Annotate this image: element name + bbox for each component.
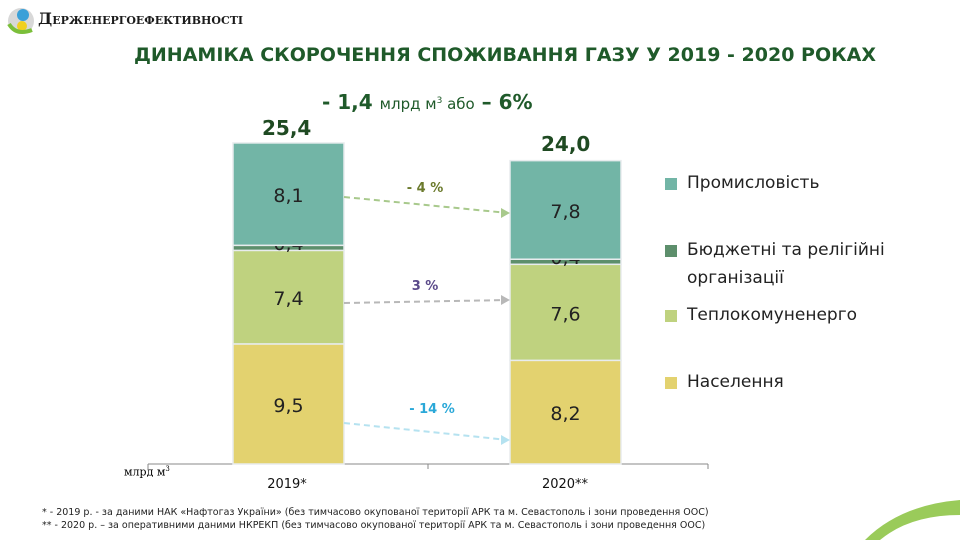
legend-item-budget: Бюджетні та релігійні організації bbox=[665, 236, 905, 292]
legend-swatch bbox=[665, 245, 677, 257]
change-arrow bbox=[343, 299, 509, 304]
y-axis-unit: млрд м3 bbox=[124, 465, 170, 479]
x-tick-label: 2019* bbox=[267, 477, 307, 492]
footnote-2: ** - 2020 р. – за оперативними даними НК… bbox=[42, 520, 706, 531]
change-label: 3 % bbox=[412, 279, 439, 294]
bar-segment bbox=[509, 359, 622, 465]
legend-item-population: Населення bbox=[665, 372, 784, 392]
summary-percent: – 6% bbox=[481, 90, 533, 114]
change-arrow bbox=[343, 422, 509, 441]
legend-item-heat: Теплокомуненерго bbox=[665, 305, 857, 325]
legend-swatch bbox=[665, 178, 677, 190]
total-2019: 25,4 bbox=[262, 116, 312, 140]
footnote-1: * - 2019 р. - за даними НАК «Нафтогаз Ук… bbox=[42, 507, 709, 518]
change-label: - 14 % bbox=[409, 402, 455, 417]
arrow-head-icon bbox=[501, 435, 510, 445]
data-label: 8,2 bbox=[550, 403, 580, 425]
data-label: 8,1 bbox=[273, 185, 303, 207]
data-label: 9,5 bbox=[273, 395, 303, 417]
x-tick-label: 2020** bbox=[542, 477, 589, 492]
wave-decoration-icon bbox=[865, 500, 960, 540]
arrow-head-icon bbox=[501, 295, 510, 305]
total-2020: 24,0 bbox=[541, 132, 591, 156]
bar-segment bbox=[509, 159, 622, 260]
legend-item-industry: Промисловість bbox=[665, 173, 819, 193]
legend-swatch bbox=[665, 310, 677, 322]
bar-segment bbox=[232, 142, 345, 247]
summary: - 1,4 млрд м3 або – 6% bbox=[322, 90, 533, 114]
org-name: Держенергоефективності bbox=[38, 9, 244, 28]
bar-segment bbox=[509, 263, 622, 362]
legend-swatch bbox=[665, 377, 677, 389]
bar-segment bbox=[232, 343, 345, 465]
data-label: 7,6 bbox=[550, 303, 580, 325]
change-label: - 4 % bbox=[407, 181, 444, 196]
page-title: ДИНАМІКА СКОРОЧЕННЯ СПОЖИВАННЯ ГАЗУ У 20… bbox=[133, 44, 877, 66]
data-label: 7,4 bbox=[273, 288, 303, 310]
logo-icon bbox=[7, 8, 34, 34]
data-label: 7,8 bbox=[550, 201, 580, 223]
bar-segment bbox=[232, 249, 345, 345]
arrow-head-icon bbox=[501, 208, 510, 218]
summary-unit: млрд м3 або bbox=[379, 95, 475, 113]
summary-change: - 1,4 bbox=[322, 90, 373, 114]
change-arrow bbox=[343, 196, 509, 214]
